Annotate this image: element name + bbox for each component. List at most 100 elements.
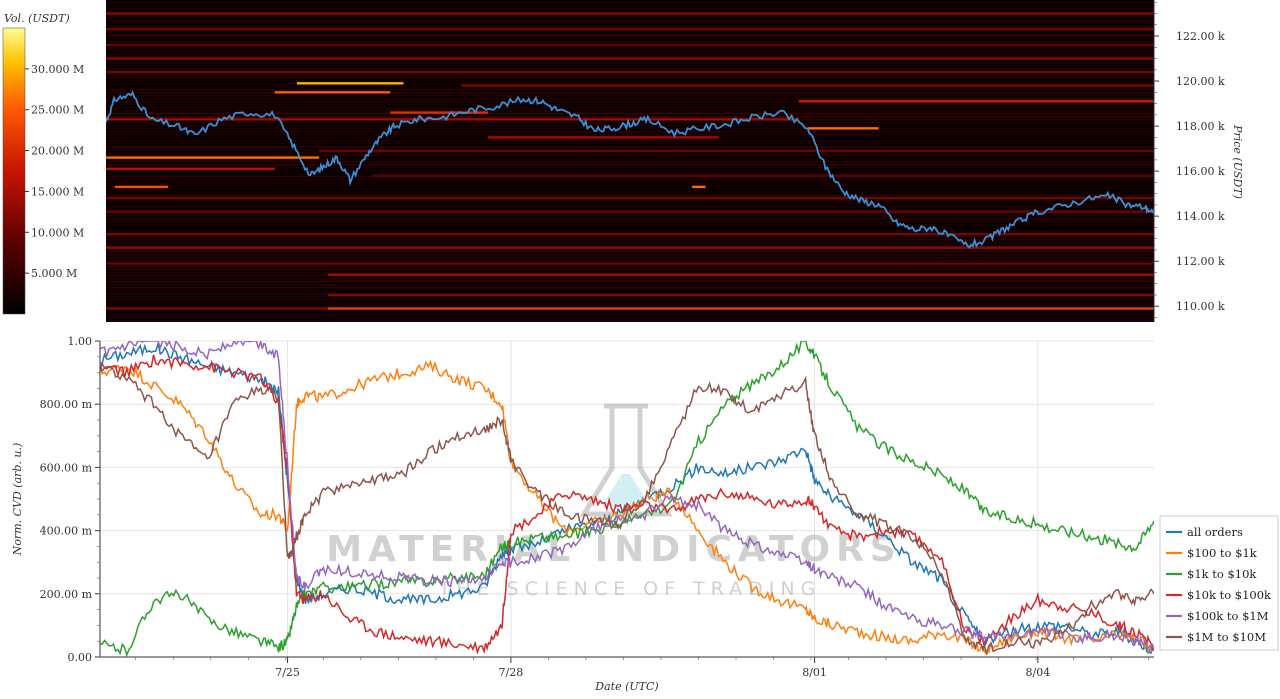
heatmap-streak (106, 95, 1154, 97)
liquidity-band (106, 70, 1154, 74)
colorbar-tick-label: 30.000 M (31, 63, 84, 76)
colorbar-tick-label: 15.000 M (31, 185, 84, 198)
liquidity-band (372, 174, 1154, 177)
heatmap-streak (106, 218, 1154, 220)
liquidity-band (106, 156, 320, 159)
cvd-x-tick-label: 7/28 (499, 666, 524, 679)
liquidity-band (106, 12, 1154, 15)
heatmap-streak (106, 230, 1154, 232)
heatmap-streak (106, 2, 1154, 4)
heatmap-streak (106, 194, 1154, 196)
heatmap-streak (106, 92, 1154, 94)
heatmap-streak (106, 170, 1154, 172)
colorbar-title: Vol. (USDT) (4, 12, 70, 25)
colorbar-tick-label: 25.000 M (31, 104, 84, 117)
liquidity-band (461, 84, 1154, 87)
heatmap-streak (106, 107, 1154, 109)
colorbar-tick-label: 10.000 M (31, 226, 84, 239)
heatmap-streak (106, 290, 1154, 292)
heatmap-streak (106, 20, 1154, 22)
liquidity-band (106, 307, 329, 310)
heatmap-streak (106, 152, 1154, 154)
heatmap-streak (106, 17, 1154, 19)
price-tick-label: 118.00 k (1176, 120, 1225, 133)
heatmap-streak (106, 167, 1154, 169)
watermark-subtitle: THE SCIENCE OF TRADING (438, 578, 822, 600)
legend-label: $1k to $10k (1187, 567, 1257, 581)
heatmap-streak (106, 299, 1154, 301)
cvd-x-tick-label: 7/25 (275, 666, 300, 679)
heatmap-streak (106, 134, 1154, 136)
liquidity-band (106, 246, 1154, 249)
heatmap-streak (106, 47, 1154, 49)
liquidity-band (328, 273, 1154, 276)
heatmap-streak (106, 242, 1154, 244)
heatmap-streak (106, 8, 1154, 10)
price-tick-label: 114.00 k (1176, 210, 1225, 223)
heatmap-streak (106, 77, 1154, 79)
cvd-y-tick-label: 600.00 m (40, 461, 93, 474)
liquidity-band (798, 100, 1154, 103)
heatmap-streak (106, 272, 1154, 274)
cvd-y-tick-label: 400.00 m (40, 525, 93, 538)
cvd-y-tick-label: 800.00 m (40, 398, 93, 411)
cvd-y-tick-label: 0.00 (68, 651, 93, 664)
heatmap-streak (106, 131, 1154, 133)
heatmap-streak (106, 251, 1154, 253)
heatmap-streak (106, 203, 1154, 205)
colorbar: Vol. (USDT) 30.000 M 25.000 M 20.000 M 15.0… (2, 12, 84, 315)
liquidity-band (106, 167, 275, 171)
liquidity-band (106, 43, 1154, 47)
heatmap-streak (106, 245, 1154, 247)
heatmap-streak (106, 161, 1154, 163)
cvd-x-tick-label: 8/04 (1026, 666, 1051, 679)
heatmap-streak (106, 80, 1154, 82)
heatmap-streak (106, 110, 1154, 112)
watermark-flask-liquid (602, 474, 650, 506)
heatmap-streak (106, 311, 1154, 313)
colorbar-tick-label: 20.000 M (31, 145, 84, 158)
legend-label: $10k to $100k (1187, 588, 1272, 602)
liquidity-band (487, 136, 719, 139)
heatmap-streak (106, 5, 1154, 7)
heatmap-streak (106, 284, 1154, 286)
cvd-x-axis-label: Date (UTC) (594, 680, 658, 693)
liquidity-band (390, 111, 488, 114)
heatmap-streak (106, 14, 1154, 16)
price-tick-label: 120.00 k (1176, 75, 1225, 88)
heatmap-streak (106, 221, 1154, 223)
heatmap-streak (106, 11, 1154, 13)
liquidity-band (106, 210, 1154, 213)
legend: all orders $100 to $1k $1k to $10k $10k to … (1159, 515, 1279, 651)
heatmap-streak (106, 209, 1154, 211)
liquidity-band (328, 293, 1154, 297)
heatmap-streak (106, 35, 1154, 37)
legend-label: all orders (1187, 525, 1243, 539)
price-tick-label: 116.00 k (1176, 165, 1225, 178)
liquidity-band (274, 91, 391, 94)
heatmap-streak (106, 41, 1154, 43)
liquidity-band (114, 185, 169, 189)
liquidity-band (319, 149, 1154, 153)
liquidity-band (106, 57, 1154, 60)
heatmap-streak (106, 191, 1154, 193)
cvd-series-line (100, 341, 1154, 653)
heatmap-streak (106, 128, 1154, 130)
liquidity-band (807, 127, 879, 130)
heatmap-streak (106, 185, 1154, 187)
heatmap-streak (106, 101, 1154, 103)
heatmap-streak (106, 260, 1154, 262)
legend-label: $100k to $1M (1187, 609, 1269, 623)
liquidity-band (296, 82, 404, 85)
heatmap-background (106, 0, 1154, 322)
heatmap-streak (106, 32, 1154, 34)
heatmap-streak (106, 278, 1154, 280)
legend-label: $1M to $10M (1187, 630, 1266, 644)
liquidity-band (106, 28, 1154, 31)
cvd-y-tick-label: 1.00 (68, 335, 93, 348)
legend-label: $100 to $1k (1187, 546, 1258, 560)
heatmap-streak (106, 182, 1154, 184)
cvd-y-tick-label: 200.00 m (40, 588, 93, 601)
heatmap-streak (106, 269, 1154, 271)
heatmap-streak (106, 302, 1154, 304)
